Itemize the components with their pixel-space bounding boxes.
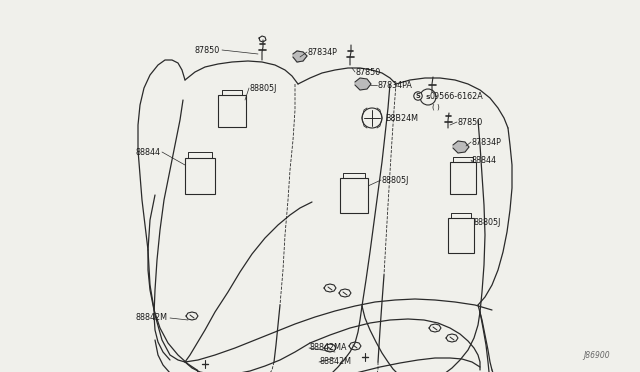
Text: 09566-6162A: 09566-6162A <box>430 92 484 100</box>
FancyBboxPatch shape <box>340 178 368 213</box>
FancyBboxPatch shape <box>185 158 215 194</box>
Text: 88842MA: 88842MA <box>310 343 348 353</box>
Text: 88842M: 88842M <box>136 314 168 323</box>
Text: S: S <box>426 94 430 99</box>
Text: ( ): ( ) <box>432 104 440 110</box>
Text: 87834P: 87834P <box>308 48 338 57</box>
Text: 88805J: 88805J <box>474 218 501 227</box>
FancyBboxPatch shape <box>450 162 476 194</box>
Text: 88844: 88844 <box>135 148 160 157</box>
Text: B8B24M: B8B24M <box>385 113 418 122</box>
Polygon shape <box>453 141 469 153</box>
Text: 87834P: 87834P <box>472 138 502 147</box>
Text: 87834PA: 87834PA <box>378 80 413 90</box>
Text: 88844: 88844 <box>472 155 497 164</box>
Text: S: S <box>415 93 420 99</box>
Text: 88805J: 88805J <box>382 176 410 185</box>
Text: 87850: 87850 <box>195 45 220 55</box>
FancyBboxPatch shape <box>448 218 474 253</box>
Text: 88805J: 88805J <box>250 83 277 93</box>
Text: 87850: 87850 <box>356 67 381 77</box>
Polygon shape <box>355 78 371 90</box>
Polygon shape <box>293 51 307 62</box>
Text: 87850: 87850 <box>458 118 483 126</box>
Text: 88842M: 88842M <box>320 357 352 366</box>
Text: J86900: J86900 <box>584 350 610 359</box>
